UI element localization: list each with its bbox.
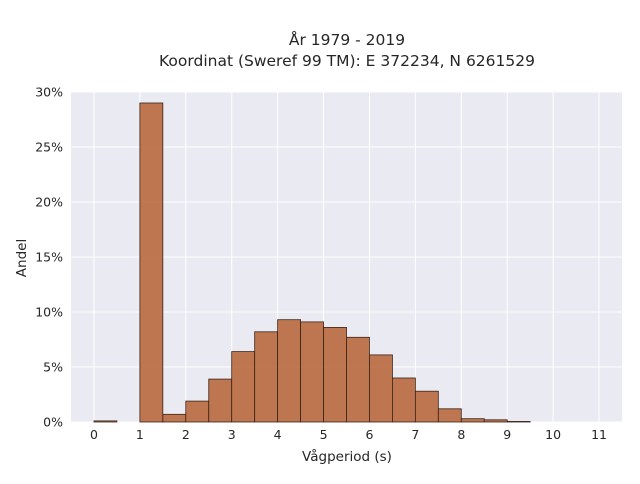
histogram-bar: [162, 413, 187, 423]
histogram-bar: [93, 420, 118, 423]
histogram-bar: [369, 354, 393, 423]
histogram-bar: [483, 419, 508, 423]
y-tick-label: 15%: [35, 250, 63, 265]
y-axis-ticks: 0% 5% 10% 15% 20% 25% 30%: [35, 85, 63, 430]
histogram-bar: [460, 418, 485, 423]
histogram-bar: [208, 378, 233, 423]
x-tick-label: 7: [411, 427, 419, 442]
histogram-bar: [254, 331, 279, 423]
x-tick-label: 5: [320, 427, 328, 442]
histogram-bar: [414, 390, 439, 423]
x-tick-label: 10: [545, 427, 561, 442]
x-tick-label: 1: [136, 427, 144, 442]
x-axis-ticks: 0 1 2 3 4 5 6 7 8 9 10 11: [90, 427, 607, 442]
x-axis-label: Vågperiod (s): [302, 448, 392, 465]
y-tick-label: 10%: [35, 305, 63, 320]
histogram-bar: [437, 408, 462, 423]
chart-title-line: År 1979 - 2019: [289, 30, 405, 49]
y-tick-label: 0%: [43, 415, 63, 430]
histogram-bar: [139, 102, 164, 423]
y-tick-label: 20%: [35, 195, 63, 210]
chart-subtitle-line: Koordinat (Sweref 99 TM): E 372234, N 62…: [159, 52, 535, 70]
histogram-bar: [185, 400, 210, 423]
x-tick-label: 9: [503, 427, 511, 442]
x-tick-label: 2: [182, 427, 190, 442]
histogram-bar: [392, 377, 416, 423]
chart-title: År 1979 - 2019 Koordinat (Sweref 99 TM):…: [159, 30, 535, 70]
histogram-bar: [346, 336, 370, 423]
histogram-bar: [506, 421, 531, 423]
x-tick-label: 11: [591, 427, 607, 442]
y-tick-label: 25%: [35, 140, 63, 155]
histogram-bar: [277, 319, 301, 423]
x-tick-label: 0: [90, 427, 98, 442]
histogram-bar: [231, 351, 256, 423]
y-tick-label: 5%: [43, 360, 63, 375]
x-tick-label: 8: [457, 427, 465, 442]
histogram-bars: [93, 102, 531, 423]
x-tick-label: 3: [228, 427, 236, 442]
y-tick-label: 30%: [35, 85, 63, 100]
x-tick-label: 6: [365, 427, 373, 442]
histogram-bar: [300, 321, 324, 423]
y-axis-label: Andel: [14, 239, 30, 277]
x-tick-label: 4: [274, 427, 282, 442]
histogram-bar: [323, 326, 347, 423]
